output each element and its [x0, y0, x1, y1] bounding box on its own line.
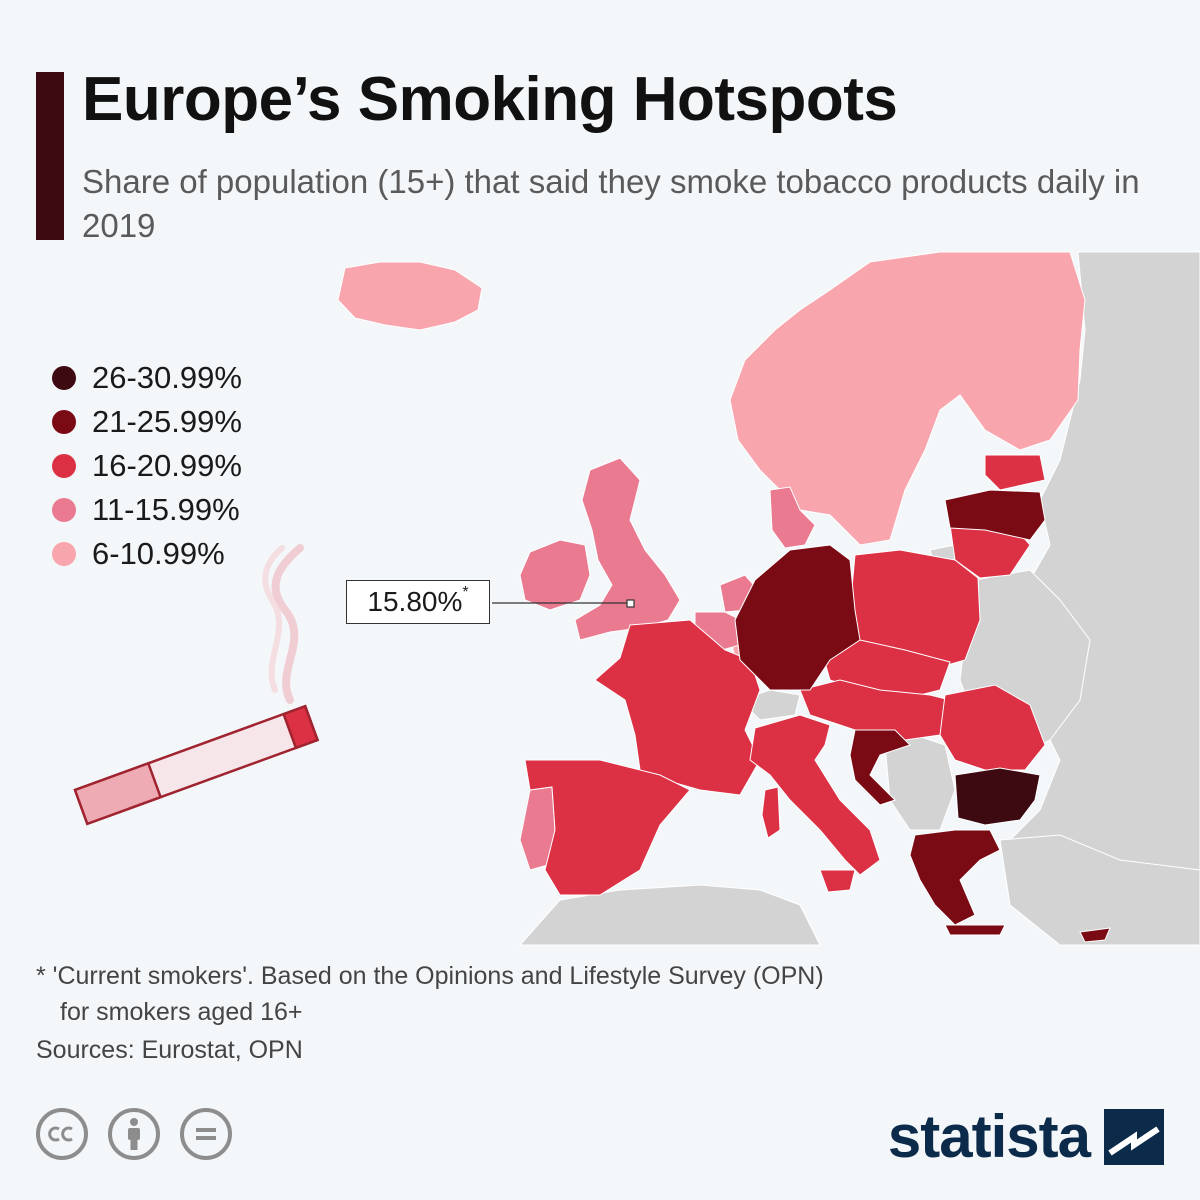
callout-value: 15.80%	[367, 586, 463, 617]
country-cyprus	[1079, 927, 1111, 943]
legend-item: 26-30.99%	[52, 356, 242, 400]
equals-glyph	[196, 1128, 216, 1140]
attribution-person-icon[interactable]	[108, 1108, 160, 1160]
legend-item: 21-25.99%	[52, 400, 242, 444]
legend-label: 16-20.99%	[92, 448, 242, 483]
license-badges	[36, 1108, 252, 1160]
country-scandinavia	[729, 251, 1086, 546]
europe-map	[73, 251, 1200, 946]
footnote-line-1: * 'Current smokers'. Based on the Opinio…	[36, 962, 824, 990]
person-glyph	[128, 1118, 140, 1150]
country-latvia	[944, 489, 1046, 541]
legend-label: 26-30.99%	[92, 360, 242, 395]
legend-label: 21-25.99%	[92, 404, 242, 439]
bracket-11-15-regions	[519, 457, 816, 871]
statista-mark-icon	[1104, 1108, 1164, 1165]
legend-swatch	[52, 454, 76, 478]
country-united-kingdom	[574, 457, 681, 641]
cigarette-filter	[73, 761, 163, 826]
uk-value-callout: 15.80%*	[346, 580, 490, 624]
country-france	[594, 619, 761, 796]
country-romania	[939, 684, 1046, 771]
country-ireland	[519, 539, 591, 611]
country-crete	[944, 924, 1006, 936]
country-croatia	[849, 729, 911, 806]
cc-glyph	[48, 1126, 73, 1142]
bracket-26-30-regions	[954, 767, 1041, 826]
country-spain	[524, 759, 691, 896]
bracket-16-20-regions	[524, 454, 1046, 896]
legend-swatch	[52, 498, 76, 522]
page-title: Europe’s Smoking Hotspots	[82, 65, 898, 134]
north-africa-region	[518, 884, 821, 946]
turkey-region	[999, 834, 1200, 946]
country-sicily	[819, 869, 856, 893]
title-accent-bar	[36, 72, 64, 240]
map-legend: 26-30.99% 21-25.99% 16-20.99% 11-15.99% …	[52, 356, 242, 576]
footnote-line-2: for smokers aged 16+	[60, 998, 303, 1026]
sources-text: Sources: Eurostat, OPN	[36, 1036, 303, 1064]
legend-label: 6-10.99%	[92, 536, 225, 571]
bracket-21-25-regions	[734, 489, 1111, 943]
statista-logo[interactable]: statista	[888, 1102, 1164, 1171]
smoke-wisp-left	[271, 544, 304, 704]
cigarette-ember	[282, 704, 320, 750]
legend-swatch	[52, 410, 76, 434]
callout-anchor-marker	[626, 599, 635, 608]
country-bulgaria	[954, 767, 1041, 826]
smoke-wisp-right	[262, 545, 285, 693]
country-sardinia	[761, 786, 781, 839]
country-italy	[749, 714, 881, 876]
no-derivatives-icon[interactable]	[180, 1108, 232, 1160]
legend-label: 11-15.99%	[92, 492, 240, 527]
country-denmark	[769, 486, 816, 549]
callout-footnote-mark: *	[462, 584, 469, 601]
country-greece	[909, 829, 1001, 926]
cigarette-icon	[73, 544, 320, 826]
footnote: * 'Current smokers'. Based on the Opinio…	[36, 958, 824, 1030]
legend-swatch	[52, 542, 76, 566]
legend-item: 11-15.99%	[52, 488, 242, 532]
country-estonia	[984, 454, 1046, 491]
legend-swatch	[52, 366, 76, 390]
country-iceland	[337, 261, 483, 331]
page-subtitle: Share of population (15+) that said they…	[82, 163, 1140, 244]
brand-wordmark: statista	[887, 1103, 1091, 1170]
legend-item: 6-10.99%	[52, 532, 242, 576]
legend-item: 16-20.99%	[52, 444, 242, 488]
cc-icon[interactable]	[36, 1108, 88, 1160]
country-germany	[734, 544, 861, 691]
